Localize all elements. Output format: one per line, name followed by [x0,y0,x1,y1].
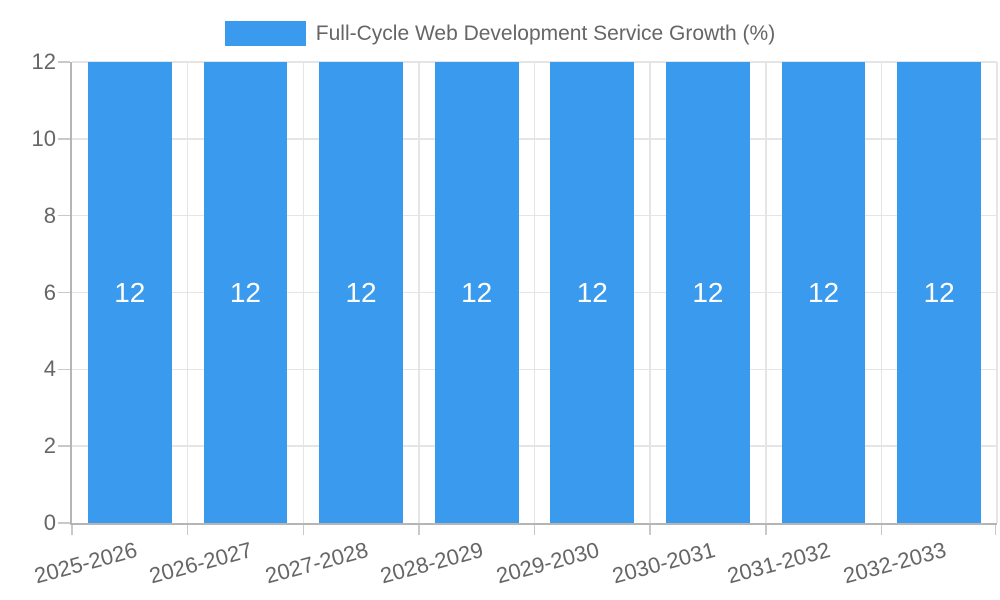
legend-swatch-icon [224,21,306,46]
bar-value-label: 12 [114,276,146,308]
y-tick-mark [58,522,70,524]
bar-value-label: 12 [345,276,377,308]
y-axis: 0 2 4 6 8 10 12 [0,49,56,535]
y-tick-label: 4 [43,356,56,382]
x-axis-label: 2027-2028 [262,537,371,589]
y-tick-mark [58,445,70,447]
bar[interactable]: 12 [87,62,172,523]
plot-area: 12 12 12 12 12 12 12 12 [58,61,998,535]
x-tick-mark [765,525,767,535]
x-tick-mark [418,525,420,535]
x-axis-label: 2025-2026 [31,537,140,589]
bar-value-label: 12 [807,276,840,308]
y-tick-mark [58,368,70,371]
v-gridline [996,62,998,523]
y-tick-label: 8 [43,202,56,228]
v-gridline [880,62,883,523]
x-axis-label: 2028-2029 [378,537,487,589]
v-gridline [765,62,767,523]
legend-label: Full-Cycle Web Development Service Growt… [315,22,776,45]
y-tick-mark [58,138,70,140]
x-tick-mark [649,525,651,535]
chart-legend[interactable]: Full-Cycle Web Development Service Growt… [0,21,1000,46]
x-tick-mark [302,525,304,535]
y-tick-label: 0 [43,510,56,535]
x-tick-mark [71,525,73,535]
x-tick-mark [880,525,883,535]
x-axis-label: 2032-2033 [840,537,949,589]
bar[interactable]: 12 [666,62,750,523]
bar-value-label: 12 [692,276,724,308]
x-axis-label: 2026-2027 [146,537,255,589]
y-tick-label: 12 [31,49,56,74]
v-gridline [186,62,189,523]
x-tick-mark [533,525,536,535]
bar-value-label: 12 [576,276,608,308]
x-tick-mark [186,525,189,535]
v-gridline [418,62,420,523]
bar[interactable]: 12 [550,62,635,523]
x-axis-label: 2031-2032 [724,537,834,589]
y-tick-label: 10 [31,125,56,151]
y-tick-label: 2 [43,433,56,459]
x-tick-mark [994,525,997,535]
bar-value-label: 12 [229,276,261,308]
bar-value-label: 12 [923,276,955,308]
y-tick-mark [58,214,70,217]
x-axis-label: 2029-2030 [493,537,602,589]
bar[interactable]: 12 [319,62,403,523]
v-gridline [302,62,304,523]
v-gridline [533,62,536,523]
v-gridline [649,62,651,523]
bar[interactable]: 12 [203,62,288,523]
y-tick-label: 6 [43,279,56,305]
bar-value-label: 12 [461,276,493,308]
x-axis-label: 2030-2031 [609,537,718,589]
bar[interactable]: 12 [781,62,866,523]
bar[interactable]: 12 [434,62,519,523]
y-tick-mark [58,291,70,294]
y-tick-mark [58,61,70,63]
bar[interactable]: 12 [897,62,982,523]
